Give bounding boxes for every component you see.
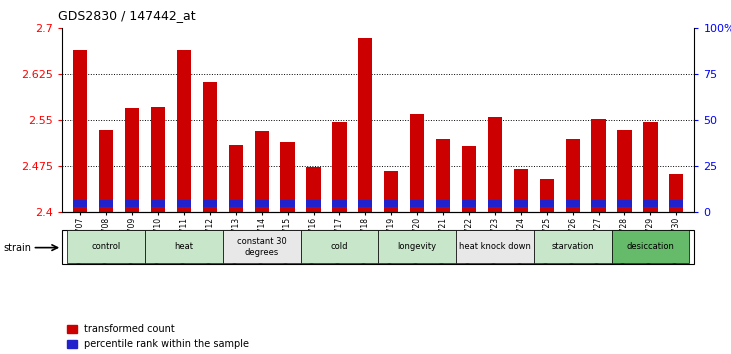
Bar: [591, 200, 606, 207]
Bar: [281, 200, 295, 207]
Text: heat knock down: heat knock down: [459, 242, 531, 251]
Bar: [566, 200, 580, 207]
Bar: [151, 200, 165, 207]
Text: longevity: longevity: [398, 242, 436, 251]
Bar: [358, 38, 373, 212]
Bar: [514, 200, 528, 207]
Text: desiccation: desiccation: [626, 242, 674, 251]
Bar: [618, 130, 632, 212]
Bar: [591, 119, 606, 212]
FancyBboxPatch shape: [145, 230, 223, 263]
Bar: [669, 175, 683, 212]
FancyBboxPatch shape: [534, 230, 612, 263]
Bar: [643, 200, 657, 207]
Bar: [125, 200, 139, 207]
FancyBboxPatch shape: [612, 230, 689, 263]
Bar: [566, 139, 580, 212]
Bar: [539, 200, 554, 207]
Bar: [462, 146, 476, 212]
Text: constant 30
degrees: constant 30 degrees: [237, 237, 287, 257]
Bar: [488, 117, 502, 212]
FancyBboxPatch shape: [67, 230, 145, 263]
Bar: [410, 114, 424, 212]
Bar: [229, 145, 243, 212]
FancyBboxPatch shape: [300, 230, 379, 263]
Bar: [358, 200, 373, 207]
Bar: [99, 130, 113, 212]
Bar: [539, 179, 554, 212]
Bar: [618, 200, 632, 207]
Text: strain: strain: [4, 243, 31, 253]
Bar: [254, 200, 269, 207]
Bar: [99, 200, 113, 207]
Bar: [462, 200, 476, 207]
Bar: [281, 142, 295, 212]
Bar: [306, 200, 321, 207]
Text: GDS2830 / 147442_at: GDS2830 / 147442_at: [58, 9, 196, 22]
Bar: [125, 108, 139, 212]
Bar: [333, 200, 346, 207]
Bar: [177, 200, 191, 207]
FancyBboxPatch shape: [379, 230, 456, 263]
Bar: [333, 121, 346, 212]
Text: control: control: [91, 242, 121, 251]
Text: cold: cold: [330, 242, 348, 251]
Bar: [410, 200, 424, 207]
Bar: [254, 131, 269, 212]
Bar: [669, 200, 683, 207]
Bar: [73, 50, 88, 212]
Bar: [436, 139, 450, 212]
Bar: [488, 200, 502, 207]
Bar: [73, 200, 88, 207]
Bar: [384, 200, 398, 207]
Legend: transformed count, percentile rank within the sample: transformed count, percentile rank withi…: [67, 324, 249, 349]
Bar: [436, 200, 450, 207]
Bar: [514, 170, 528, 212]
Bar: [177, 50, 191, 212]
Text: starvation: starvation: [551, 242, 594, 251]
Bar: [306, 167, 321, 212]
Text: heat: heat: [175, 242, 194, 251]
Bar: [151, 107, 165, 212]
Bar: [202, 82, 217, 212]
FancyBboxPatch shape: [456, 230, 534, 263]
Bar: [229, 200, 243, 207]
Bar: [643, 121, 657, 212]
FancyBboxPatch shape: [223, 230, 300, 263]
Bar: [202, 200, 217, 207]
Bar: [384, 171, 398, 212]
